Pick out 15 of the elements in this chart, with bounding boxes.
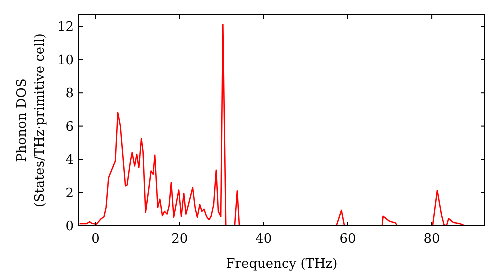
x-tick-label: 60 [340,232,356,247]
y-tick-label: 8 [66,86,74,102]
y-tick-label: 12 [57,20,74,36]
x-tick-label: 80 [424,232,440,247]
y-tick-label: 0 [66,220,74,235]
x-tick-label: 20 [172,232,188,247]
y-tick-label: 10 [57,53,74,68]
x-tick-label: 0 [92,232,100,247]
y-axis-title: Phonon DOS (States/THz·primitive cell) [15,33,48,208]
x-axis-title: Frequency (THz) [226,257,338,272]
y-tick-label: 4 [66,153,74,168]
line-series [79,24,466,226]
y-tick-label: 2 [66,186,74,202]
y-tick-label: 6 [66,120,74,135]
x-tick-label: 40 [256,232,272,247]
